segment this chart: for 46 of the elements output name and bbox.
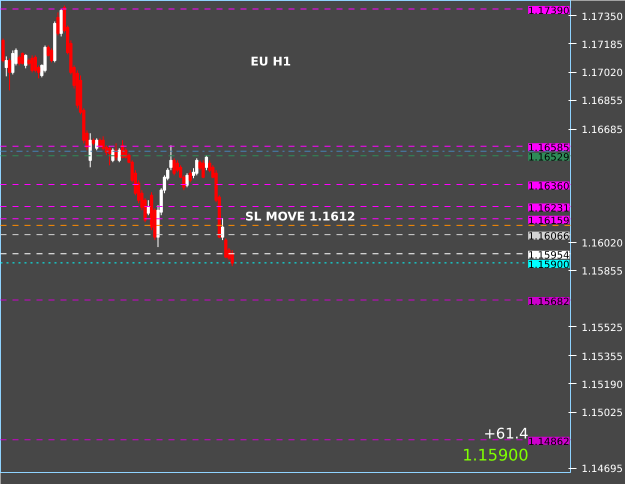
candlestick <box>24 54 28 69</box>
y-tick-label: 1.16020 <box>582 238 623 250</box>
y-tick-label: 1.15025 <box>582 408 623 420</box>
candlestick <box>18 54 21 66</box>
annotation: SL MOVE 1.1612 <box>245 209 356 224</box>
y-tick-label: 1.15190 <box>582 380 623 391</box>
candlestick <box>102 136 105 151</box>
annotation: +61.4 <box>484 426 529 442</box>
candlestick <box>1 38 5 63</box>
candlestick <box>108 146 112 166</box>
ref-line-label: 1.14862 <box>528 436 570 448</box>
y-tick-label: 1.17350 <box>582 12 623 23</box>
ref-line-label: 1.16529 <box>528 152 570 164</box>
candlestick <box>195 158 198 176</box>
ref-line-label: 1.16066 <box>528 232 570 243</box>
y-tick-label: 1.17185 <box>582 40 623 51</box>
ref-line-label: 1.15954 <box>528 250 570 262</box>
candlestick <box>188 170 192 183</box>
candlestick <box>146 200 150 216</box>
y-tick-label: 1.15355 <box>582 352 623 363</box>
y-tick-label: 1.16855 <box>582 96 623 108</box>
y-tick-label: 1.14695 <box>582 464 623 476</box>
annotation: 1.15900 <box>462 446 529 464</box>
y-tick-label: 1.15525 <box>582 322 623 334</box>
candlestick <box>11 50 14 75</box>
candlestick <box>204 154 208 171</box>
candlestick <box>56 12 60 36</box>
candlestick <box>202 160 205 179</box>
candlestick <box>111 148 114 163</box>
candlestick <box>4 56 8 77</box>
candlestick <box>224 238 228 259</box>
y-tick-label: 1.16685 <box>582 125 623 136</box>
candlestick <box>8 58 12 91</box>
ref-line-label: 1.16159 <box>528 216 570 227</box>
candlestick <box>118 148 121 163</box>
candlestick <box>30 54 34 73</box>
candlestick <box>172 158 176 176</box>
candlestick <box>50 48 54 63</box>
candlestick <box>60 8 63 37</box>
y-tick-label: 1.15855 <box>582 266 623 278</box>
ref-line-label: 1.16585 <box>528 143 570 154</box>
candlestick <box>20 52 24 65</box>
y-tick-label: 1.17020 <box>582 68 623 80</box>
candlestick <box>88 132 92 168</box>
candlestick <box>230 250 234 267</box>
text: EU H1 <box>250 54 292 68</box>
